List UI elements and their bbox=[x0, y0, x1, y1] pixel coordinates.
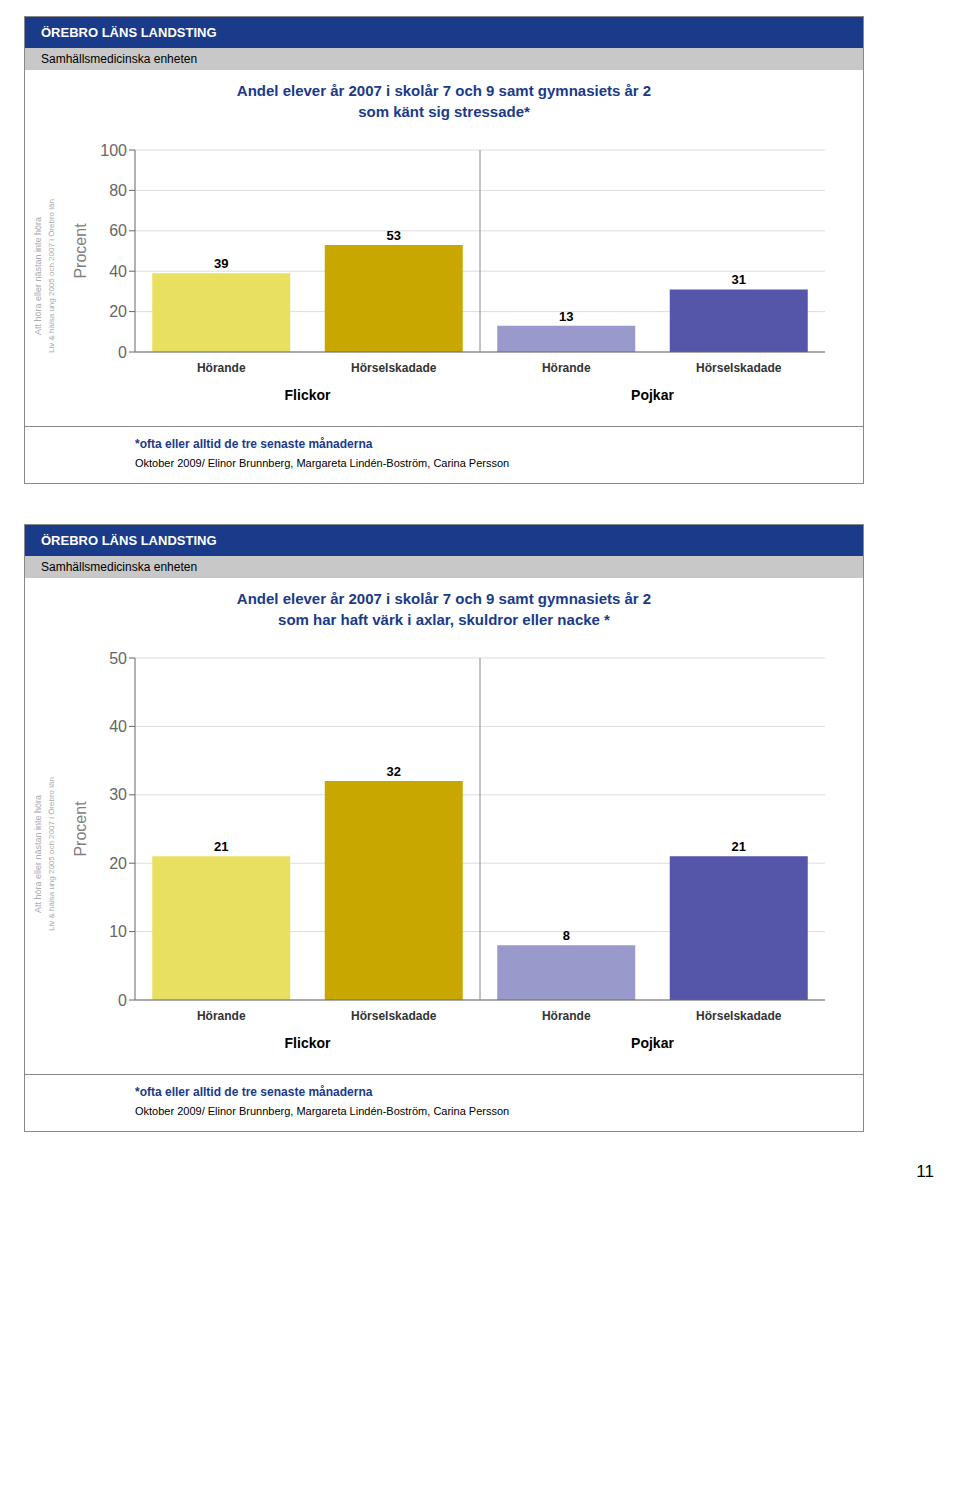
svg-text:Procent: Procent bbox=[72, 223, 89, 279]
svg-text:32: 32 bbox=[387, 764, 401, 779]
html-text:som känt sig stressade*: som känt sig stressade* bbox=[358, 103, 530, 120]
svg-text:0: 0 bbox=[118, 344, 127, 361]
svg-text:10: 10 bbox=[109, 923, 127, 940]
svg-text:13: 13 bbox=[559, 309, 573, 324]
svg-text:8: 8 bbox=[563, 928, 570, 943]
html-text:Andel elever år 2007 i skolår: Andel elever år 2007 i skolår 7 och 9 sa… bbox=[236, 82, 652, 99]
svg-text:21: 21 bbox=[214, 839, 228, 854]
svg-text:Pojkar: Pojkar bbox=[631, 387, 674, 403]
svg-text:Hörande: Hörande bbox=[542, 361, 591, 375]
svg-text:20: 20 bbox=[109, 303, 127, 320]
html-text:Liv & hälsa ung 2005 och 2007: Liv & hälsa ung 2005 och 2007 i Örebro l… bbox=[47, 777, 56, 931]
html-text:Liv & hälsa ung 2005 och 2007: Liv & hälsa ung 2005 och 2007 i Örebro l… bbox=[47, 199, 56, 353]
svg-text:100: 100 bbox=[100, 142, 127, 159]
svg-text:21: 21 bbox=[732, 839, 746, 854]
html-text:som har haft värk i axlar, sku: som har haft värk i axlar, skuldror elle… bbox=[278, 611, 610, 628]
svg-text:Hörselskadade: Hörselskadade bbox=[351, 1009, 437, 1023]
svg-text:Pojkar: Pojkar bbox=[631, 1035, 674, 1051]
svg-text:31: 31 bbox=[732, 272, 746, 287]
svg-text:Hörande: Hörande bbox=[542, 1009, 591, 1023]
html-text:ÖREBRO LÄNS LANDSTING: ÖREBRO LÄNS LANDSTING bbox=[41, 533, 217, 548]
html-text:Att höra eller nästan inte hör: Att höra eller nästan inte höra bbox=[33, 795, 43, 913]
html-text:Samhällsmedicinska enheten: Samhällsmedicinska enheten bbox=[41, 52, 198, 66]
html-text:*ofta eller alltid de tre sena: *ofta eller alltid de tre senaste månade… bbox=[135, 1085, 373, 1099]
svg-text:20: 20 bbox=[109, 855, 127, 872]
html-text:*ofta eller alltid de tre sena: *ofta eller alltid de tre senaste månade… bbox=[135, 437, 373, 451]
svg-text:40: 40 bbox=[109, 263, 127, 280]
html-text:Att höra eller nästan inte hör: Att höra eller nästan inte höra bbox=[33, 217, 43, 335]
html-text:ÖREBRO LÄNS LANDSTING: ÖREBRO LÄNS LANDSTING bbox=[41, 25, 217, 40]
html-text:Andel elever år 2007 i skolår: Andel elever år 2007 i skolår 7 och 9 sa… bbox=[236, 590, 652, 607]
html-text:Oktober 2009/ Elinor Brunnberg: Oktober 2009/ Elinor Brunnberg, Margaret… bbox=[135, 1105, 510, 1117]
svg-text:Procent: Procent bbox=[72, 801, 89, 857]
svg-text:39: 39 bbox=[214, 256, 228, 271]
svg-text:Hörselskadade: Hörselskadade bbox=[351, 361, 437, 375]
html-text:11: 11 bbox=[916, 1162, 934, 1181]
svg-text:80: 80 bbox=[109, 182, 127, 199]
svg-text:Flickor: Flickor bbox=[285, 387, 331, 403]
svg-text:Hörselskadade: Hörselskadade bbox=[696, 361, 782, 375]
svg-text:0: 0 bbox=[118, 992, 127, 1009]
svg-text:60: 60 bbox=[109, 222, 127, 239]
svg-text:50: 50 bbox=[109, 650, 127, 667]
svg-text:30: 30 bbox=[109, 786, 127, 803]
svg-text:Hörselskadade: Hörselskadade bbox=[696, 1009, 782, 1023]
svg-text:Flickor: Flickor bbox=[285, 1035, 331, 1051]
svg-text:40: 40 bbox=[109, 718, 127, 735]
html-text:Oktober 2009/ Elinor Brunnberg: Oktober 2009/ Elinor Brunnberg, Margaret… bbox=[135, 457, 510, 469]
html-text:Samhällsmedicinska enheten: Samhällsmedicinska enheten bbox=[41, 560, 198, 574]
svg-text:Hörande: Hörande bbox=[197, 1009, 246, 1023]
svg-text:53: 53 bbox=[387, 228, 401, 243]
svg-text:Hörande: Hörande bbox=[197, 361, 246, 375]
